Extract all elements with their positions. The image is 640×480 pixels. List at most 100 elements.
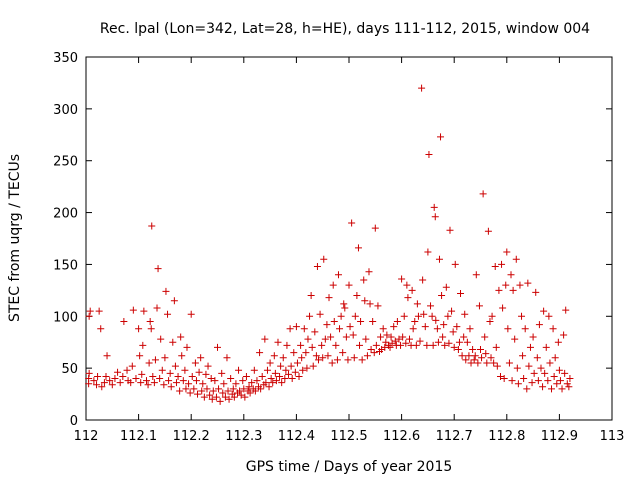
- data-point: [300, 325, 308, 333]
- data-point: [225, 395, 233, 403]
- data-point: [374, 302, 382, 310]
- data-point: [419, 276, 427, 284]
- data-point: [86, 307, 94, 315]
- data-point: [518, 312, 526, 320]
- data-point: [203, 385, 211, 393]
- data-point: [402, 339, 410, 347]
- data-point: [334, 271, 342, 279]
- data-point: [367, 345, 375, 353]
- data-point: [221, 393, 229, 401]
- data-point: [491, 263, 499, 271]
- data-point: [136, 352, 144, 360]
- data-point: [345, 281, 353, 289]
- data-point: [439, 333, 447, 341]
- data-point: [166, 369, 174, 377]
- data-point: [395, 335, 403, 343]
- data-point: [319, 354, 327, 362]
- data-point: [265, 383, 273, 391]
- data-point: [267, 375, 275, 383]
- data-point: [529, 333, 537, 341]
- data-point: [167, 383, 175, 391]
- data-point: [333, 356, 341, 364]
- data-point: [285, 370, 293, 378]
- data-point: [544, 377, 552, 385]
- data-point: [372, 341, 380, 349]
- data-point: [528, 379, 536, 387]
- data-point: [281, 375, 289, 383]
- data-point: [116, 379, 124, 387]
- data-point: [561, 369, 569, 377]
- data-point: [162, 287, 170, 295]
- data-point: [363, 352, 371, 360]
- data-point: [262, 379, 270, 387]
- data-point: [525, 362, 533, 370]
- data-point: [323, 321, 331, 329]
- data-point: [235, 366, 243, 374]
- data-point: [474, 359, 482, 367]
- data-point: [132, 375, 140, 383]
- data-point: [313, 263, 321, 271]
- data-point: [424, 248, 432, 256]
- data-point: [269, 379, 277, 387]
- data-point: [408, 286, 416, 294]
- data-point: [549, 325, 557, 333]
- data-point: [432, 316, 440, 324]
- data-point: [177, 333, 185, 341]
- y-tick-label: 150: [53, 258, 78, 273]
- x-tick-label: 112: [74, 429, 99, 444]
- data-point: [563, 380, 571, 388]
- data-point: [138, 370, 146, 378]
- data-point: [398, 275, 406, 283]
- data-points: [85, 84, 574, 405]
- data-point: [176, 387, 184, 395]
- data-point: [147, 325, 155, 333]
- data-point: [441, 341, 449, 349]
- data-point: [172, 379, 180, 387]
- data-point: [553, 380, 561, 388]
- y-tick-label: 50: [61, 362, 78, 377]
- data-point: [362, 335, 370, 343]
- data-point: [286, 325, 294, 333]
- data-point: [369, 317, 377, 325]
- data-point: [507, 271, 515, 279]
- data-point: [129, 306, 137, 314]
- data-point: [149, 372, 157, 380]
- data-point: [279, 354, 287, 362]
- data-point: [377, 333, 385, 341]
- data-point: [97, 325, 105, 333]
- data-point: [111, 375, 119, 383]
- data-point: [303, 364, 311, 372]
- data-point: [158, 366, 166, 374]
- data-point: [404, 294, 412, 302]
- data-point: [341, 304, 349, 312]
- data-point: [499, 304, 507, 312]
- axis-ticks: 112 112.1 112.2 112.3 112.4 112.5 112.6 112.7 11…: [53, 51, 624, 444]
- data-point: [164, 310, 172, 318]
- data-point: [434, 338, 442, 346]
- data-point: [290, 349, 298, 357]
- data-point: [95, 307, 103, 315]
- data-point: [135, 325, 143, 333]
- data-point: [339, 349, 347, 357]
- data-point: [466, 325, 474, 333]
- data-point: [263, 366, 271, 374]
- data-point: [328, 359, 336, 367]
- data-point: [562, 306, 570, 314]
- data-point: [524, 279, 532, 287]
- x-tick-label: 112.2: [173, 429, 210, 444]
- data-point: [565, 383, 573, 391]
- data-point: [555, 366, 563, 374]
- data-point: [504, 325, 512, 333]
- data-point: [181, 366, 189, 374]
- data-point: [188, 372, 196, 380]
- data-point: [318, 341, 326, 349]
- data-point: [291, 368, 299, 376]
- data-point: [293, 359, 301, 367]
- data-point: [403, 281, 411, 289]
- data-point: [312, 352, 320, 360]
- data-point: [361, 297, 369, 305]
- data-point: [154, 265, 162, 273]
- data-point: [427, 302, 435, 310]
- data-point: [145, 359, 153, 367]
- data-point: [414, 312, 422, 320]
